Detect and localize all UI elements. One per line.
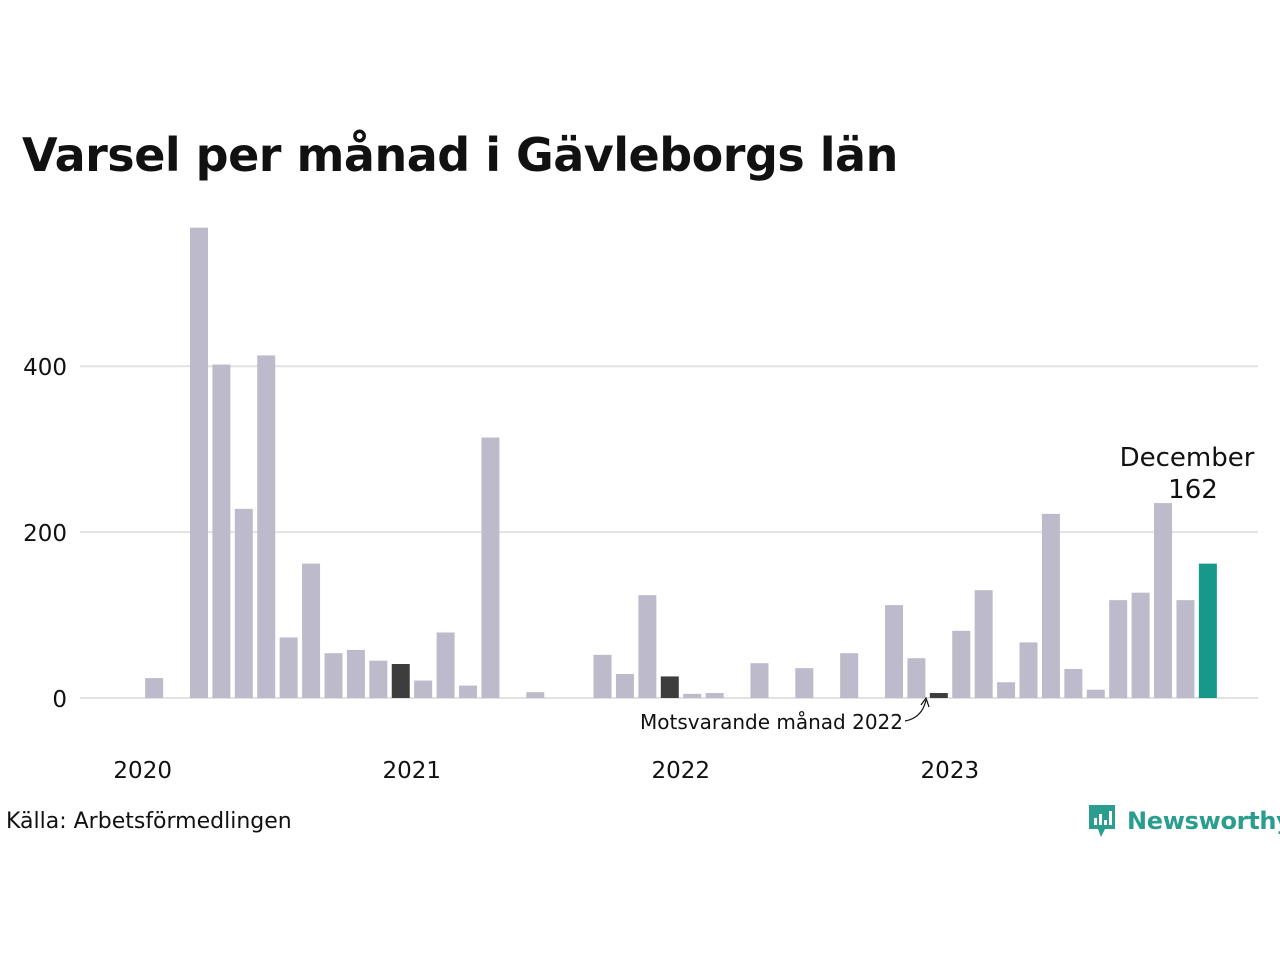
bar-2023-08 [1086, 689, 1105, 698]
highlight-value-label: 162 [1168, 475, 1218, 505]
source-note: Källa: Arbetsförmedlingen [6, 809, 292, 834]
newsworthy-logo-icon [1089, 805, 1115, 837]
bar-2020-06 [234, 508, 253, 698]
bar-2021-02 [414, 680, 433, 698]
bar-2022-03 [705, 693, 724, 698]
bar-2022-01 [660, 676, 679, 698]
bar-2023-02 [952, 630, 971, 698]
bar-2021-03 [436, 632, 455, 698]
gridlines [80, 365, 1258, 699]
bar-2023-10 [1131, 592, 1150, 698]
bar-2020-02 [145, 678, 164, 698]
bar-2023-09 [1109, 600, 1128, 698]
bar-2021-01 [391, 663, 410, 698]
x-axis-ticks: 2020 2021 2022 2023 [113, 758, 979, 784]
y-tick-label: 0 [52, 687, 67, 713]
bar-2023-07 [1064, 668, 1083, 698]
bar-2023-04 [997, 682, 1016, 698]
bar-2020-10 [324, 653, 343, 698]
bar-2023-11 [1154, 503, 1173, 698]
bar-2021-12 [638, 595, 657, 698]
chart-title: Varsel per månad i Gävleborgs län [22, 128, 898, 182]
bar-chart: 0 200 400 2020 2021 2022 2023 December 162 Mo… [23, 227, 1258, 784]
bar-2021-04 [459, 685, 478, 698]
bar-2023-05 [1019, 642, 1038, 698]
bar-2020-07 [257, 355, 276, 698]
brand-name: Newsworthy [1127, 807, 1280, 835]
x-tick-label-2022: 2022 [652, 758, 711, 784]
bar-2023-03 [974, 590, 993, 698]
bar-2022-09 [840, 653, 859, 698]
bar-2023-06 [1041, 513, 1060, 698]
bar-2022-11 [884, 605, 903, 698]
annotations: December 162 Motsvarande månad 2022 [640, 443, 1255, 734]
x-tick-label-2020: 2020 [113, 758, 172, 784]
highlight-month-label: December [1120, 443, 1255, 473]
x-tick-label-2021: 2021 [382, 758, 441, 784]
comparison-arrowhead [920, 696, 930, 708]
bars [145, 227, 1217, 698]
bar-2022-07 [795, 668, 814, 698]
bar-2021-10 [593, 654, 612, 698]
bar-2021-05 [481, 437, 500, 698]
brand-logo: Newsworthy [1087, 803, 1280, 839]
y-tick-label: 400 [23, 355, 67, 381]
bar-2020-05 [212, 364, 231, 698]
bar-2022-02 [683, 693, 702, 698]
bar-2021-07 [526, 692, 545, 698]
bar-2023-12 [1176, 600, 1195, 698]
bar-2020-08 [279, 637, 298, 698]
comparison-annotation: Motsvarande månad 2022 [640, 710, 903, 734]
bar-2022-12 [907, 658, 926, 698]
bar-2020-09 [302, 563, 321, 698]
bar-2020-12 [369, 660, 388, 698]
x-tick-label-2023: 2023 [921, 758, 980, 784]
y-axis-ticks: 0 200 400 [23, 355, 67, 713]
bar-2021-11 [615, 673, 634, 698]
bar-2020-11 [346, 649, 365, 698]
y-tick-label: 200 [23, 521, 67, 547]
bar-2023-01 [929, 693, 948, 698]
bar-2020-04 [189, 227, 208, 698]
comparison-arrow [904, 699, 927, 722]
bar-highlight-2024-01 [1198, 563, 1217, 698]
bar-2022-05 [750, 663, 769, 698]
